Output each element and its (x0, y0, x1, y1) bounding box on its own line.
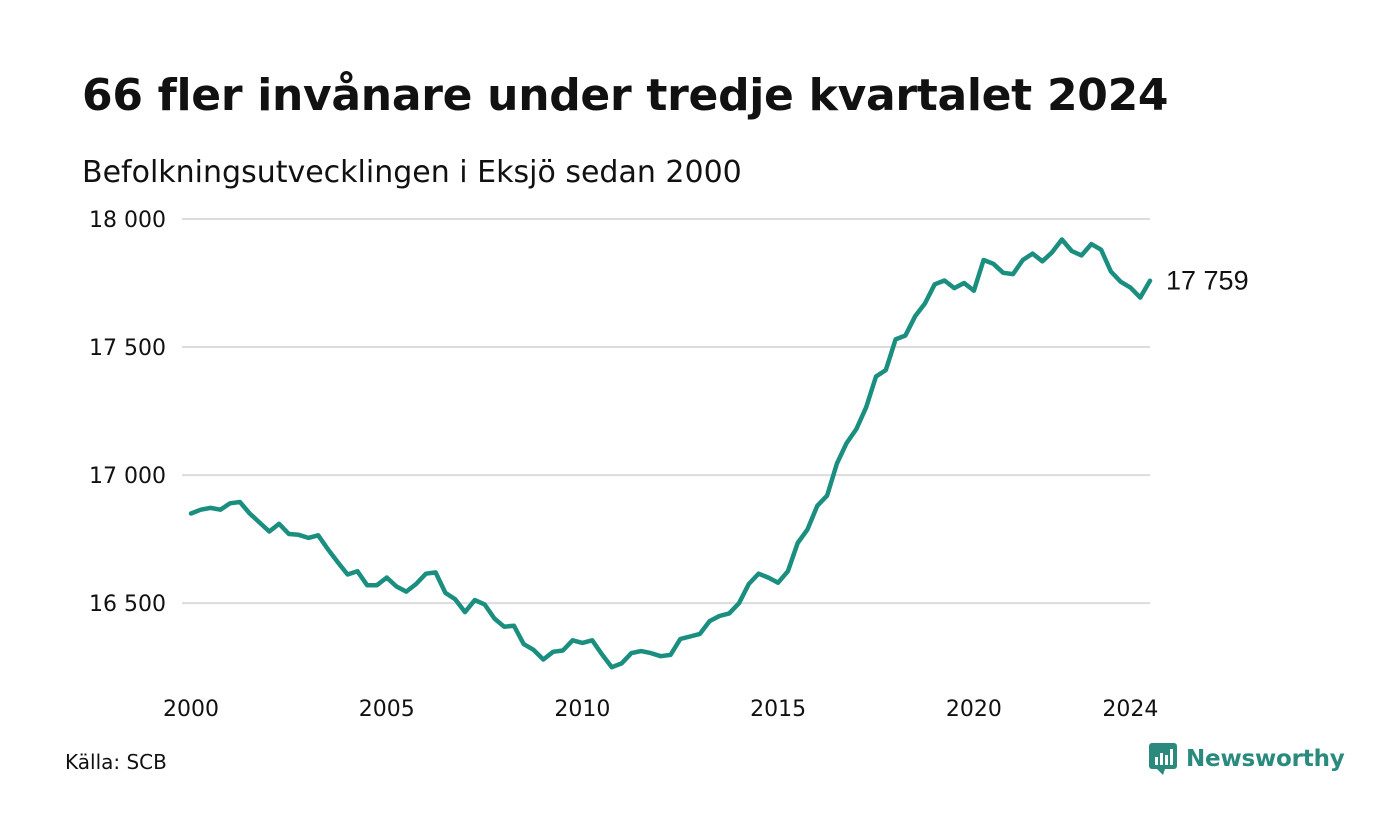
x-axis-ticks: 2000 2005 2010 2015 2020 2024 (163, 697, 1158, 722)
end-value-label: 17 759 (1166, 266, 1249, 296)
x-tick-label: 2015 (750, 697, 806, 722)
x-tick-label: 2020 (946, 697, 1002, 722)
x-tick-label: 2010 (554, 697, 610, 722)
y-tick-label: 16 500 (89, 592, 166, 617)
brand-name: Newsworthy (1186, 746, 1345, 772)
end-label-group: 17 759 (1166, 266, 1249, 296)
y-tick-label: 17 500 (89, 336, 166, 361)
series-population (188, 237, 1153, 670)
series-line (188, 237, 1153, 670)
source-note: Källa: SCB (65, 750, 167, 774)
x-tick-label: 2005 (359, 697, 415, 722)
brand-logo[interactable]: Newsworthy (1148, 742, 1345, 776)
y-axis-ticks: 16 500 17 000 17 500 18 000 (89, 208, 166, 617)
chart-title: 66 fler invånare under tredje kvartalet … (82, 70, 1169, 121)
grid-lines (182, 218, 1150, 605)
y-tick-label: 18 000 (89, 208, 166, 233)
newsworthy-logo-icon (1149, 743, 1177, 775)
x-tick-label: 2000 (163, 697, 219, 722)
y-tick-label: 17 000 (89, 464, 166, 489)
x-tick-label: 2024 (1102, 697, 1158, 722)
chart-subtitle: Befolkningsutvecklingen i Eksjö sedan 20… (82, 155, 742, 190)
